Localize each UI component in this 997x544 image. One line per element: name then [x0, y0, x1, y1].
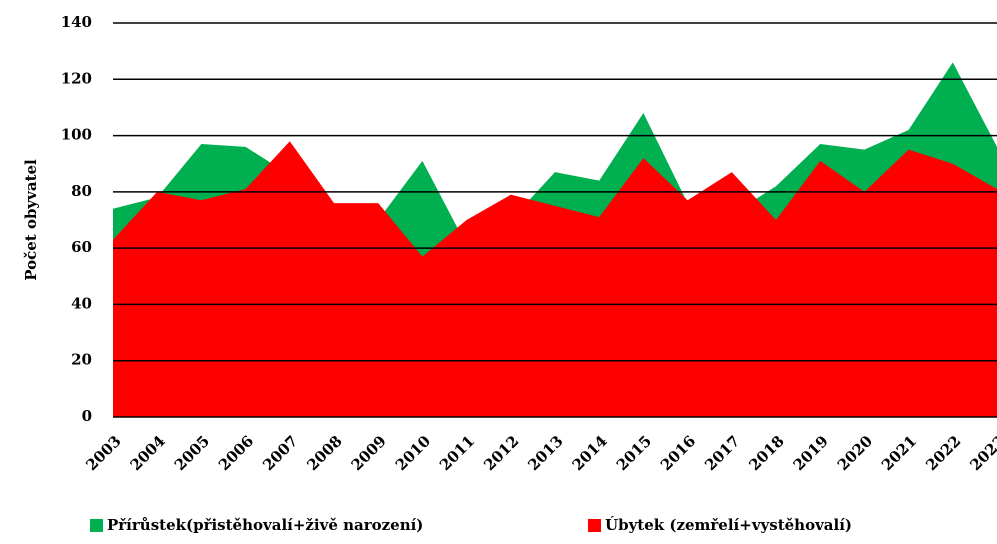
x-tick-label: 2020	[834, 432, 876, 474]
x-tick-label: 2012	[480, 432, 522, 474]
y-tick-label: 100	[61, 126, 92, 144]
x-tick-label: 2006	[215, 432, 257, 474]
x-tick-label: 2019	[790, 432, 832, 474]
x-tick-label: 2005	[171, 432, 213, 474]
x-tick-label: 2009	[348, 432, 390, 474]
x-tick-label: 2004	[127, 432, 169, 474]
y-tick-label: 60	[71, 238, 92, 256]
y-tick-label: 0	[82, 407, 92, 425]
x-tick-label: 2013	[524, 432, 566, 474]
area	[113, 141, 997, 417]
x-tick-label: 2007	[259, 432, 301, 474]
x-tick-label: 2018	[745, 432, 787, 474]
x-tick-label: 2016	[657, 432, 699, 474]
y-tick-label: 140	[61, 13, 92, 31]
y-tick-label: 80	[71, 182, 92, 200]
y-tick-label: 40	[71, 294, 92, 312]
x-tick-label: 2017	[701, 432, 743, 474]
x-tick-label: 2011	[436, 432, 478, 474]
y-axis-label: Počet obyvatel	[22, 159, 40, 281]
x-tick-label: 2023	[966, 432, 997, 474]
y-tick-label: 20	[71, 351, 92, 369]
x-tick-label: 2022	[922, 432, 964, 474]
x-tick-label: 2014	[569, 432, 611, 474]
x-tick-label: 2003	[82, 432, 124, 474]
legend-label: Úbytek (zemřelí+vystěhovalí)	[605, 516, 852, 534]
x-tick-label: 2015	[613, 432, 655, 474]
legend-swatch	[90, 519, 103, 532]
legend-label: Přírůstek(přistěhovalí+živě narození)	[107, 516, 423, 534]
y-tick-label: 120	[61, 69, 92, 87]
x-tick-label: 2010	[392, 432, 434, 474]
legend-swatch	[588, 519, 601, 532]
x-tick-label: 2008	[303, 432, 345, 474]
x-tick-label: 2021	[878, 432, 920, 474]
